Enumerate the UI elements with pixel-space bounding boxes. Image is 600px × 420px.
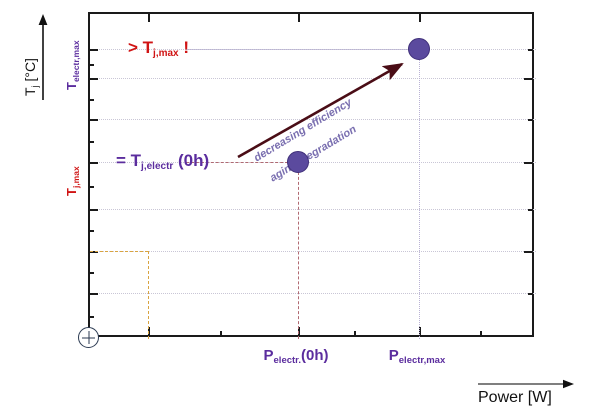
x-tick-top-major xyxy=(419,13,421,22)
y-tick-label-t-electr-max: Telectr,max xyxy=(64,40,81,90)
gridline xyxy=(90,293,536,294)
x-tick-label-suffix: (0h) xyxy=(300,347,329,364)
y-tick-major xyxy=(89,162,98,164)
y-tick-major xyxy=(89,293,98,295)
annotation-sub: j,max xyxy=(153,48,179,59)
level-line-t-j-max xyxy=(186,162,298,163)
y-tick-right-minor xyxy=(528,49,533,51)
annotation-prefix: > T xyxy=(128,38,154,57)
y-tick-right-major xyxy=(524,78,533,80)
y-tick-label-main: T xyxy=(64,82,79,90)
y-tick-right-major xyxy=(524,251,533,253)
y-tick-label-main: T xyxy=(64,188,79,196)
y-tick-label-sub: j,max xyxy=(70,166,81,189)
x-tick-major xyxy=(148,327,150,336)
y-tick-right-minor xyxy=(528,119,533,121)
x-tick-major xyxy=(419,327,421,336)
x-tick-minor xyxy=(220,331,222,336)
x-tick-label-p-electr-max: Pelectr,max xyxy=(388,347,446,366)
level-line-t-electr-max xyxy=(186,49,419,50)
y-tick-major xyxy=(89,209,98,211)
data-point-operating-max[interactable] xyxy=(408,38,430,60)
y-tick-minor xyxy=(89,272,94,274)
gridline xyxy=(90,78,536,79)
x-tick-top-major xyxy=(148,13,150,22)
y-tick-label-t-j-max: Tj,max xyxy=(64,166,81,196)
arrow-right-icon xyxy=(478,379,574,389)
x-tick-label-main: P xyxy=(388,347,399,364)
x-tick-minor xyxy=(480,331,482,336)
data-point-operating-0h[interactable] xyxy=(287,151,309,173)
gridline xyxy=(90,162,536,163)
y-tick-major xyxy=(89,78,98,80)
y-tick-minor xyxy=(89,316,94,318)
trend-arrow-icon xyxy=(237,62,404,159)
gridline xyxy=(90,119,536,120)
y-tick-minor xyxy=(89,141,94,143)
y-tick-label-sub: electr,max xyxy=(70,40,81,83)
drop-line-p-electr-0h xyxy=(298,162,299,339)
y-tick-right-minor xyxy=(528,209,533,211)
origin-circle-marker xyxy=(78,327,99,348)
x-tick-label-p-electr-0h: Pelectr.(0h) xyxy=(263,347,329,366)
y-tick-major xyxy=(89,251,98,253)
x-axis-title: Power [W] xyxy=(478,389,552,406)
tan-guide-horizontal xyxy=(90,251,148,252)
x-tick-major xyxy=(298,327,300,336)
y-tick-right-minor xyxy=(528,293,533,295)
drop-line-p-electr-max xyxy=(419,49,420,339)
y-tick-minor xyxy=(89,99,94,101)
y-tick-minor xyxy=(89,64,94,66)
arrow-up-icon xyxy=(38,14,48,100)
gridline xyxy=(90,209,536,210)
y-tick-right-major xyxy=(524,162,533,164)
annotation-over-tjmax: > Tj,max ! xyxy=(128,38,190,59)
x-tick-label-sub: electr. xyxy=(273,355,301,366)
annotation-suffix: (0h) xyxy=(173,151,210,170)
y-tick-minor xyxy=(89,230,94,232)
gridline xyxy=(90,251,536,252)
x-tick-label-sub: electr,max xyxy=(398,355,446,366)
x-tick-top-major xyxy=(298,13,300,22)
y-tick-major xyxy=(89,119,98,121)
y-tick-major xyxy=(89,49,98,51)
annotation-suffix: ! xyxy=(178,38,190,57)
annotation-equals-tj-electr: = Tj,electr (0h) xyxy=(116,151,210,172)
y-tick-minor xyxy=(89,186,94,188)
plot-area: decreasing efficiency aging, degradation… xyxy=(88,12,536,339)
x-tick-label-main: P xyxy=(263,347,274,364)
tan-guide-vertical xyxy=(148,251,149,339)
annotation-sub: j,electr xyxy=(141,161,174,172)
annotation-prefix: = T xyxy=(116,151,142,170)
x-tick-minor xyxy=(354,331,356,336)
